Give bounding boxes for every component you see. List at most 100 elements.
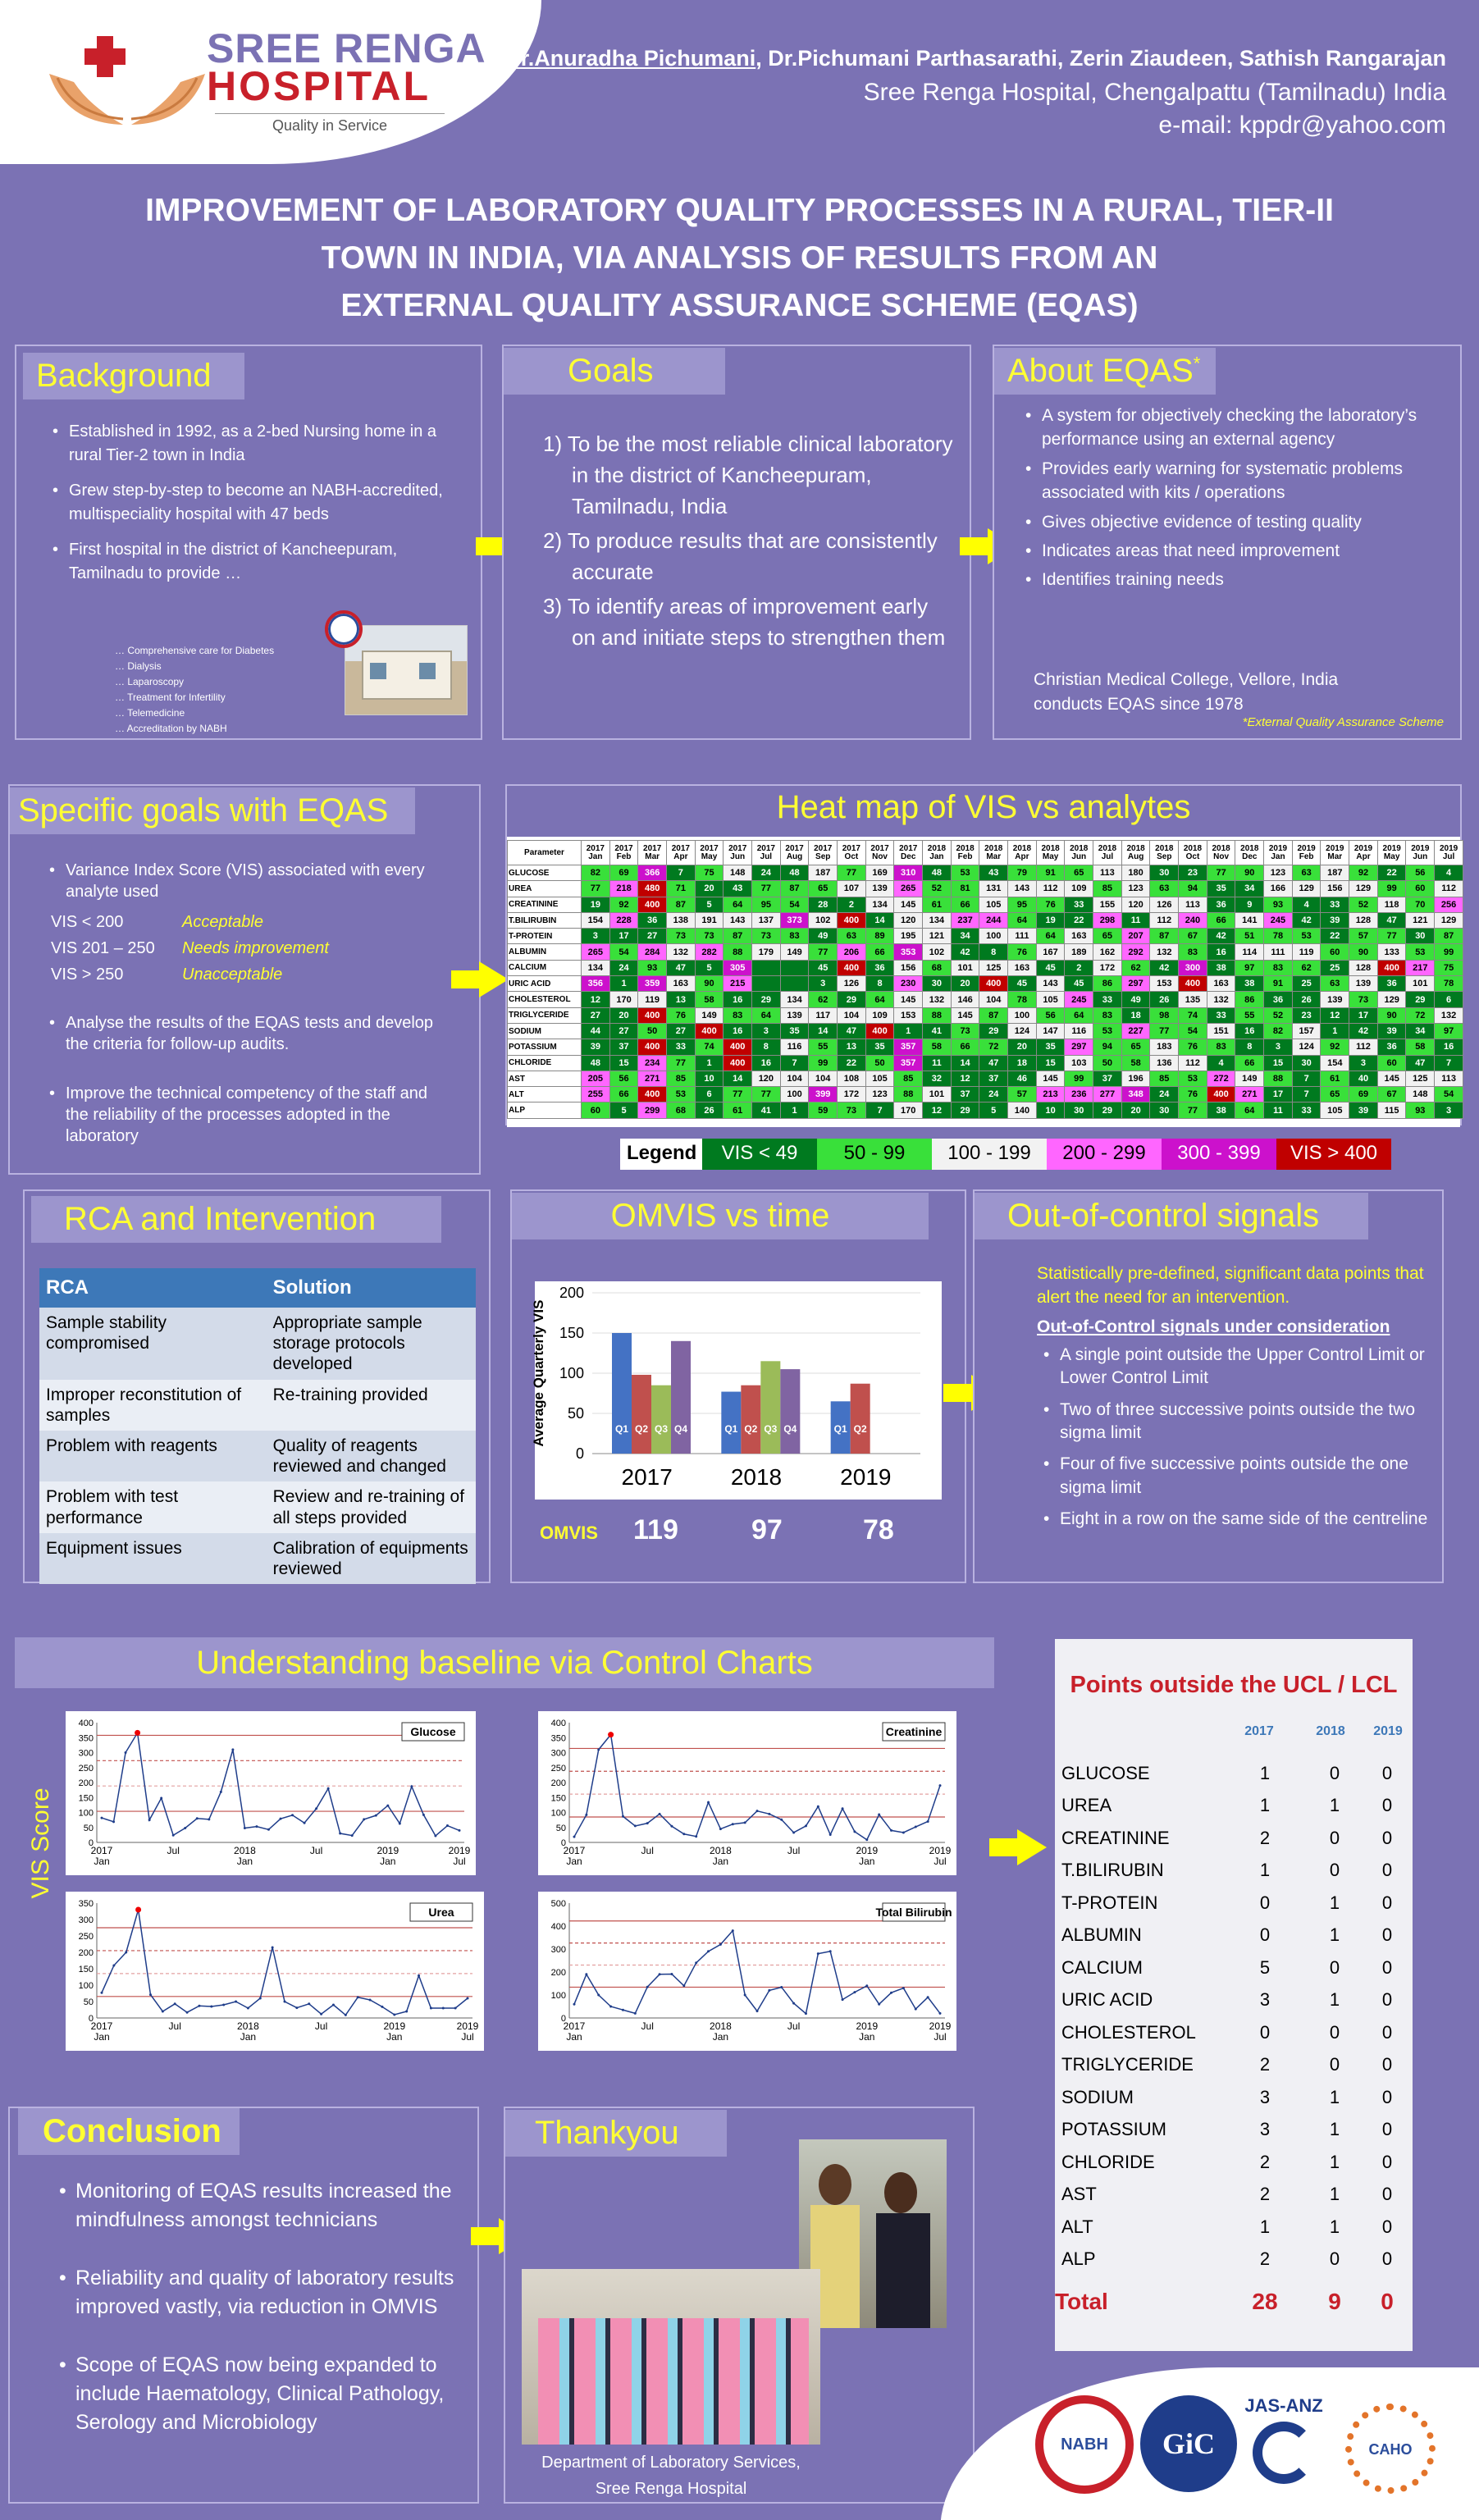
- heatmap-cell: 20: [609, 1007, 639, 1024]
- points-count: 0: [1259, 2021, 1271, 2043]
- heatmap-cell: 67: [1178, 928, 1207, 945]
- data-point: [295, 2006, 299, 2010]
- data-point: [466, 1997, 469, 2000]
- heatmap-cell: 93: [1405, 1102, 1436, 1119]
- chart-title: Total Bilirubin: [875, 1906, 952, 1919]
- heatmap-cell: 5: [694, 896, 724, 913]
- heatmap-cell: 40: [1349, 1070, 1378, 1088]
- heatmap-analyte: CREATININE: [507, 896, 582, 913]
- data-point: [291, 1814, 294, 1817]
- points-count: 1: [1329, 1989, 1340, 2011]
- bar: [780, 1369, 801, 1454]
- heatmap-cell: 187: [1320, 864, 1350, 882]
- logo-line1: SREE RENGA: [207, 25, 486, 71]
- bar: [741, 1385, 761, 1454]
- x-tick-label: 2017: [91, 2020, 113, 2032]
- heatmap-cell: 7: [865, 1102, 895, 1119]
- heatmap-cell: 42: [1291, 911, 1322, 929]
- points-analyte: UREA: [1061, 1795, 1112, 1816]
- heatmap-cell: 25: [1291, 975, 1322, 993]
- data-point: [890, 1991, 893, 1994]
- y-tick-label: 350: [79, 1899, 94, 1909]
- y-tick-label: 0: [561, 2014, 566, 2024]
- heatmap-cell: 32: [922, 1070, 952, 1088]
- y-tick-label: 250: [79, 1932, 94, 1942]
- heatmap-cell: 30: [1149, 864, 1180, 882]
- heatmap-cell: 2: [837, 896, 866, 913]
- heatmap-cell: 20: [1007, 1039, 1037, 1056]
- points-panel: Points outside the UCL / LCL 2017 2018 2…: [1055, 1639, 1413, 2351]
- data-point: [339, 1832, 342, 1835]
- heatmap-cell: 87: [779, 880, 810, 897]
- heatmap-cell: 100: [779, 1086, 810, 1103]
- heatmap-cell: 57: [1349, 928, 1378, 945]
- data-point: [363, 1818, 366, 1821]
- heatmap-cell: 145: [1035, 1070, 1066, 1088]
- heatmap-cell: 148: [1405, 1086, 1436, 1103]
- rca-header: Solution: [266, 1268, 476, 1308]
- points-count: 1: [1259, 1795, 1271, 1816]
- heatmap-cell: 136: [1149, 1054, 1180, 1071]
- heatmap-cell: 64: [1235, 1102, 1265, 1119]
- heatmap-cell: 35: [1206, 880, 1236, 897]
- about-item: Provides early warning for systematic pr…: [1019, 457, 1454, 505]
- heatmap-cell: 93: [1263, 896, 1293, 913]
- data-point: [429, 2006, 432, 2010]
- heatmap-cell: 66: [609, 1086, 639, 1103]
- points-count: 2: [1259, 2054, 1271, 2075]
- heatmap-cell: 128: [1349, 911, 1378, 929]
- data-point: [743, 1821, 746, 1824]
- data-point: [386, 1804, 390, 1807]
- heatmap-cell: 75: [1434, 959, 1463, 977]
- heatmap-cell: 22: [1064, 911, 1094, 929]
- heatmap-cell: 94: [1178, 880, 1207, 897]
- data-point: [719, 1828, 722, 1831]
- heatmap-cell: 24: [751, 864, 781, 882]
- legend-items: VIS < 49 50 - 99 100 - 199 200 - 299 300 - 3…: [702, 1139, 1391, 1170]
- data-point: [755, 1810, 759, 1813]
- points-count: 0: [1329, 2248, 1340, 2270]
- heatmap-cell: 206: [837, 943, 866, 961]
- heatmap-cell: 16: [1206, 943, 1236, 961]
- heatmap-cell: 47: [837, 1022, 866, 1040]
- heatmap-cell: 29: [751, 991, 781, 1008]
- bar: [612, 1333, 632, 1454]
- heatmap-cell: 37: [950, 1086, 980, 1103]
- heatmap-cell: 366: [637, 864, 668, 882]
- jas-anz-logo: JAS-ANZ: [1239, 2395, 1329, 2484]
- heatmap-cell: 53: [1178, 1070, 1207, 1088]
- y-tick-label: 50: [84, 1824, 94, 1833]
- data-point: [356, 1996, 359, 1999]
- heatmap-month-header: 2018 Jul: [1093, 840, 1122, 865]
- heatmap-cell: 62: [808, 991, 838, 1008]
- heatmap-row: POTASSIUM 39 37 400 33 74 400 8 116 55 13 35 357 58 66…: [507, 1039, 1463, 1056]
- nabh-text: NABH: [1061, 2436, 1108, 2454]
- heatmap-cell: 13: [837, 1039, 866, 1056]
- heatmap-cell: 154: [1320, 1054, 1350, 1071]
- rca-cell: Re-training provided: [272, 1385, 428, 1404]
- heatmap-cell: 145: [893, 991, 924, 1008]
- heatmap-cell: 54: [1178, 1022, 1207, 1040]
- bar: [671, 1340, 691, 1454]
- points-count: 0: [1381, 1924, 1393, 1946]
- heatmap-cell: 400: [979, 975, 1009, 993]
- heatmap-cell: 64: [1035, 928, 1066, 945]
- heatmap-cell: 97: [1235, 959, 1265, 977]
- heatmap-cell: 92: [1320, 1039, 1350, 1056]
- heatmap-cell: 14: [865, 911, 895, 929]
- heatmap-cell: 162: [1093, 943, 1122, 961]
- heatmap-cell: 83: [1178, 943, 1207, 961]
- legend-item: VIS > 400: [1276, 1139, 1391, 1170]
- heatmap-month-header: 2018 Nov: [1206, 840, 1236, 865]
- rca-cell: Improper reconstitution of samples: [46, 1385, 242, 1425]
- heatmap-cell: 125: [1405, 1070, 1436, 1088]
- sub-item: … Telemedicine: [115, 707, 185, 719]
- heatmap-month-header: 2017 Oct: [837, 840, 866, 865]
- heatmap-cell: 77: [581, 880, 610, 897]
- heatmap-row: CALCIUM 134 24 93 47 5 305 45 400 36 156 68 101 125 16…: [507, 959, 1463, 977]
- heatmap-cell: [779, 959, 810, 977]
- heatmap-cell: 400: [723, 1039, 753, 1056]
- data-point: [350, 1834, 354, 1838]
- heatmap-cell: 189: [1064, 943, 1094, 961]
- data-point: [267, 1828, 270, 1831]
